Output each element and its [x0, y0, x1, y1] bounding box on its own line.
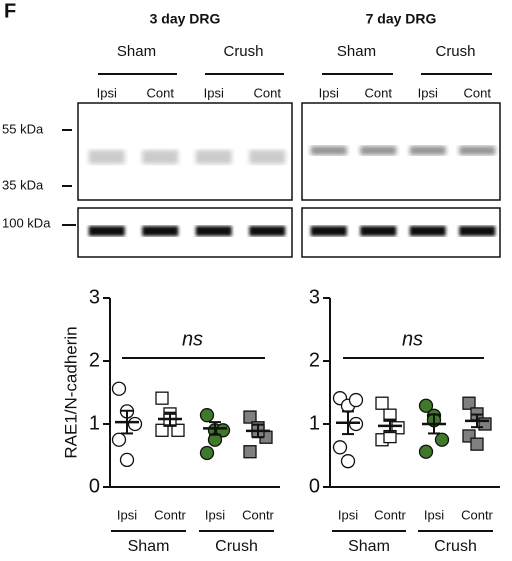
band — [88, 226, 125, 236]
point — [243, 410, 257, 424]
annotation: ns — [182, 328, 203, 350]
lane-label: Ipsi — [97, 85, 117, 100]
y-tick-label: 0 — [89, 475, 100, 497]
band — [409, 226, 446, 236]
point — [199, 445, 215, 461]
point — [332, 440, 348, 455]
band — [195, 150, 232, 164]
band — [249, 150, 286, 164]
band — [88, 150, 125, 164]
point — [434, 432, 450, 447]
blot-box — [301, 207, 501, 258]
x-tick-label: Contr — [242, 507, 274, 522]
point — [127, 416, 143, 432]
point — [171, 423, 185, 437]
band — [310, 146, 347, 155]
point — [111, 432, 127, 447]
blot-box — [77, 102, 293, 201]
lane-label: Ipsi — [204, 85, 224, 100]
band — [249, 226, 286, 236]
group-label: Sham — [128, 538, 170, 555]
group-label: Sham — [117, 43, 156, 60]
marker-label: 55 kDa — [2, 121, 44, 136]
point — [243, 445, 257, 459]
x-tick-label: Contr — [461, 507, 493, 522]
x-tick-label: Ipsi — [424, 507, 444, 522]
x-tick-label: Contr — [154, 507, 186, 522]
band — [310, 226, 347, 236]
marker-label: 100 kDa — [2, 215, 51, 230]
band — [195, 226, 232, 236]
point — [470, 437, 484, 451]
annotation: ns — [402, 328, 423, 350]
lane-label: Cont — [464, 85, 492, 100]
blot-box — [77, 207, 293, 258]
group-label: Crush — [435, 43, 475, 60]
point — [119, 452, 135, 468]
band — [409, 146, 446, 155]
band — [459, 226, 496, 236]
group-label: Crush — [434, 538, 477, 555]
y-tick-label: 0 — [309, 475, 320, 497]
y-tick-label: 1 — [309, 412, 320, 434]
point — [340, 454, 356, 469]
point — [155, 391, 169, 405]
y-tick-label: 2 — [309, 349, 320, 371]
x-tick-label: Ipsi — [338, 507, 358, 522]
x-tick-label: Ipsi — [205, 507, 225, 522]
panel-label: F — [4, 0, 16, 22]
point — [348, 416, 364, 432]
y-tick-label: 3 — [89, 286, 100, 308]
y-tick-label: 2 — [89, 349, 100, 371]
point — [199, 408, 215, 423]
point — [155, 423, 169, 437]
group-label: Sham — [337, 43, 376, 60]
lane-label: Cont — [254, 85, 282, 100]
point — [418, 398, 434, 413]
band — [142, 150, 179, 164]
point — [215, 423, 231, 438]
point — [348, 392, 364, 408]
marker-label: 35 kDa — [2, 177, 44, 192]
group-label: Sham — [348, 538, 390, 555]
lane-label: Cont — [147, 85, 175, 100]
blot-title: 3 day DRG — [150, 11, 221, 27]
lane-label: Cont — [365, 85, 393, 100]
y-axis-label: RAE1/N-cadherin — [61, 326, 80, 458]
x-tick-label: Contr — [374, 507, 406, 522]
group-label: Crush — [223, 43, 263, 60]
x-tick-label: Ipsi — [117, 507, 137, 522]
point — [375, 396, 389, 410]
band — [360, 146, 397, 155]
point — [462, 396, 476, 410]
band — [142, 226, 179, 236]
group-label: Crush — [215, 538, 258, 555]
blot-title: 7 day DRG — [366, 11, 437, 27]
band — [360, 226, 397, 236]
y-tick-label: 1 — [89, 412, 100, 434]
point — [111, 381, 127, 396]
lane-label: Ipsi — [418, 85, 438, 100]
y-tick-label: 3 — [309, 286, 320, 308]
blot-box — [301, 102, 501, 201]
lane-label: Ipsi — [319, 85, 339, 100]
point — [418, 444, 434, 459]
band — [459, 146, 496, 155]
